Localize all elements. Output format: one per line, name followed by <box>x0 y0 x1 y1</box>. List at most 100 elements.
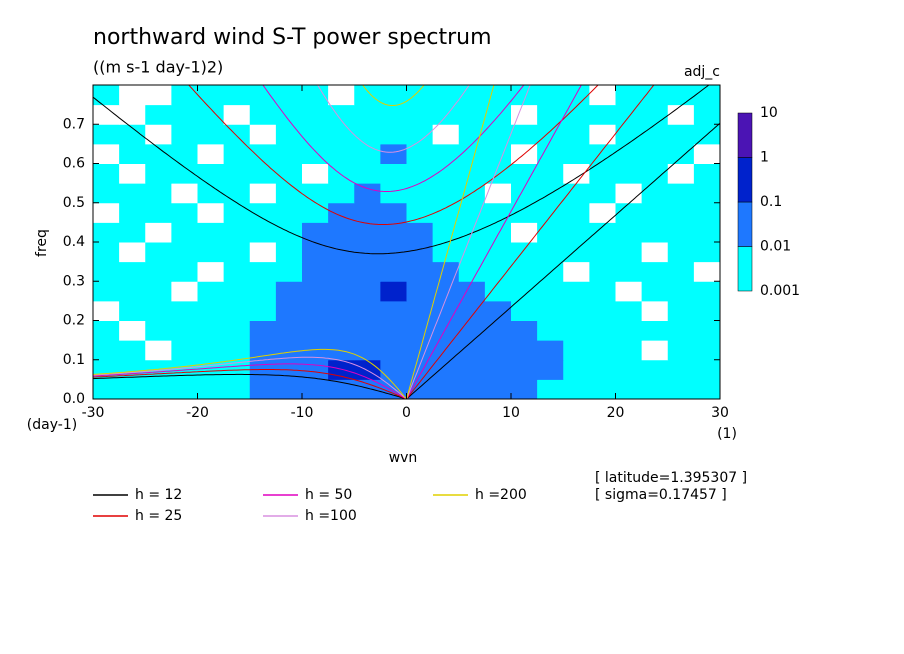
field-cell <box>589 163 616 184</box>
field-cell <box>93 183 120 204</box>
field-cell <box>145 300 172 321</box>
field-cell <box>693 183 721 204</box>
field-cell <box>432 281 460 302</box>
field-cell <box>354 143 381 164</box>
field-cell <box>197 202 225 223</box>
field-cell <box>615 143 643 164</box>
field-cell <box>667 281 695 302</box>
field-cell <box>119 124 146 145</box>
colorbar-band <box>737 112 753 158</box>
field-cell <box>223 242 251 263</box>
field-cell <box>563 222 590 243</box>
field-cell <box>249 261 277 282</box>
field-cell <box>484 85 512 106</box>
field-cell <box>511 340 538 361</box>
field-cell <box>328 183 355 204</box>
field-cell <box>93 261 120 282</box>
field-cell <box>171 242 198 263</box>
field-cell <box>589 242 616 263</box>
field-cell <box>511 300 538 321</box>
field-cell <box>171 320 198 341</box>
field-cell <box>511 183 538 204</box>
dispersion-curve <box>93 356 407 399</box>
field-cell <box>171 340 198 361</box>
field-cell <box>275 202 303 223</box>
field-cell <box>119 85 146 106</box>
field-cell <box>563 320 590 341</box>
field-cell <box>406 85 434 106</box>
dispersion-curve <box>188 85 599 225</box>
field-cell <box>615 359 643 380</box>
field-cell <box>406 202 434 223</box>
field-cell <box>328 261 355 282</box>
field-cell <box>432 124 460 145</box>
field-cell <box>432 379 460 400</box>
field-cell <box>223 163 251 184</box>
field-cell <box>406 379 434 400</box>
field-cell <box>93 104 120 125</box>
field-cell <box>197 379 225 400</box>
y-unit: (day-1) <box>27 417 77 433</box>
field-cell <box>171 183 198 204</box>
field-cell <box>380 261 407 282</box>
field-cell <box>354 300 381 321</box>
field-cell <box>93 281 120 302</box>
field-cell <box>145 104 172 125</box>
field-cell <box>432 359 460 380</box>
field-cell <box>537 104 564 125</box>
field-cell <box>93 320 120 341</box>
field-cell <box>615 202 643 223</box>
x-tick-label: -20 <box>186 405 209 421</box>
y-tick-label: 0.4 <box>63 234 85 250</box>
field-cell <box>641 281 669 302</box>
y-tick-label: 0.3 <box>63 273 85 289</box>
colorbar-band <box>737 157 753 203</box>
field-cell <box>693 143 721 164</box>
field-cell <box>145 359 172 380</box>
field-cell <box>380 359 407 380</box>
field-cell <box>432 261 460 282</box>
field-cell <box>380 320 407 341</box>
dispersion-curve <box>317 85 470 153</box>
field-cell <box>511 202 538 223</box>
colorbar-label: 1 <box>760 150 769 166</box>
field-cell <box>354 340 381 361</box>
field-cell <box>171 202 198 223</box>
field-cell <box>563 359 590 380</box>
field-cell <box>615 124 643 145</box>
field-cell <box>302 379 329 400</box>
field-cell <box>249 104 277 125</box>
field-cell <box>667 320 695 341</box>
field-cell <box>667 340 695 361</box>
field-cell <box>145 163 172 184</box>
field-cell <box>249 163 277 184</box>
field-cell <box>641 320 669 341</box>
field-cell <box>458 320 486 341</box>
dispersion-curve <box>406 122 720 399</box>
field-cell <box>197 320 225 341</box>
field-cell <box>693 163 721 184</box>
field-cell <box>302 202 329 223</box>
field-cell <box>641 300 669 321</box>
field-cell <box>589 281 616 302</box>
field-cell <box>249 242 277 263</box>
field-cell <box>380 163 407 184</box>
field-cell <box>223 300 251 321</box>
field-cell <box>380 202 407 223</box>
field-cell <box>693 85 721 106</box>
field-cell <box>432 320 460 341</box>
x-tick-label: -10 <box>291 405 314 421</box>
field-cell <box>458 379 486 400</box>
field-cell <box>615 320 643 341</box>
field-cell <box>667 104 695 125</box>
field-cell <box>484 183 512 204</box>
field-cell <box>693 202 721 223</box>
field-cell <box>563 85 590 106</box>
field-cell <box>171 222 198 243</box>
colorbar-band <box>737 246 753 292</box>
field-cell <box>615 183 643 204</box>
field-cell <box>328 379 355 400</box>
field-cell <box>354 104 381 125</box>
field-cell <box>171 85 198 106</box>
field-cell <box>537 222 564 243</box>
